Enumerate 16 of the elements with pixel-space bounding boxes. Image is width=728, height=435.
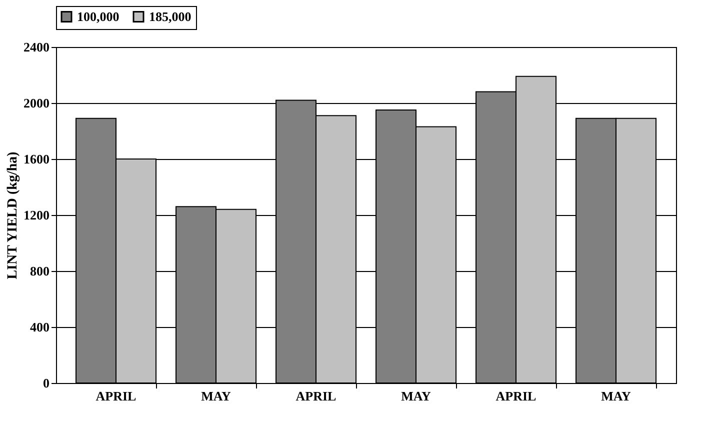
legend-label: 185,000: [149, 8, 192, 24]
y-tick-label: 1200: [24, 208, 50, 222]
x-tick-label: APRIL: [496, 388, 537, 404]
x-tick-label: APRIL: [296, 388, 337, 404]
y-axis-title: LINT YIELD (kg/ha): [6, 151, 20, 280]
x-tick-label: APRIL: [96, 388, 137, 404]
y-tick-label: 2000: [24, 96, 50, 110]
y-tick-label: 0: [43, 376, 50, 390]
y-tick-label: 1600: [24, 152, 50, 166]
legend-label: 100,000: [77, 8, 120, 24]
x-tick-label: MAY: [201, 388, 232, 404]
y-tick-label: 400: [30, 320, 50, 334]
y-tick-label: 2400: [24, 40, 50, 54]
x-tick-label: MAY: [401, 388, 432, 404]
x-tick-label: MAY: [601, 388, 632, 404]
y-tick-label: 800: [30, 264, 50, 278]
